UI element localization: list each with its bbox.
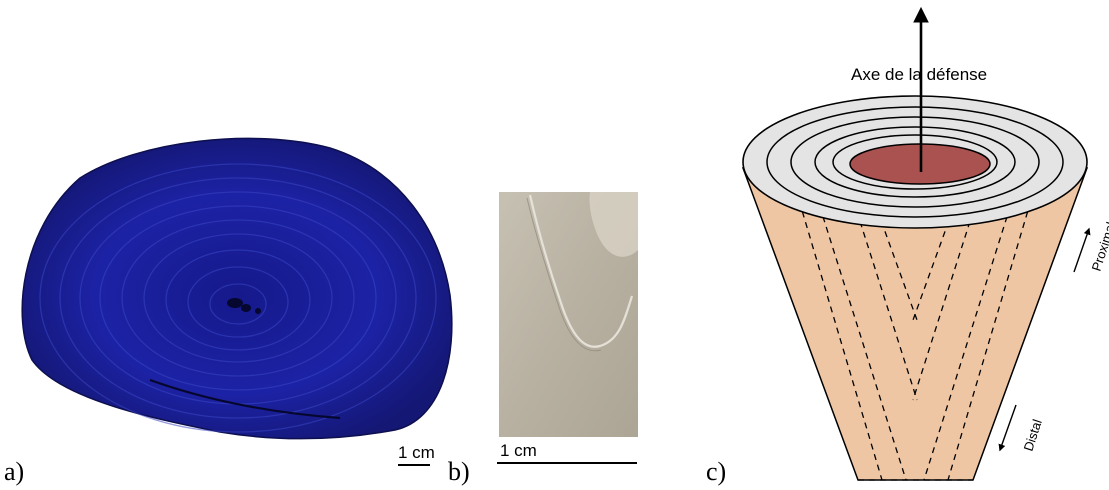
panel-b: 1 cm b) (448, 192, 638, 486)
axis-label: Axe de la défense (851, 65, 987, 84)
section-crack (149, 378, 341, 420)
scale-label-b: 1 cm (500, 441, 537, 460)
proximal-arrow (1073, 227, 1091, 273)
v-growth-line (528, 194, 634, 348)
panel-a: 1 cm a) (4, 137, 453, 486)
distal-label: Distal (1021, 417, 1045, 453)
v-growth-line-shadow (526, 197, 602, 352)
proximal-label: Proximal (1089, 220, 1109, 273)
scale-label-a: 1 cm (398, 443, 435, 462)
photo-light-patch (589, 192, 638, 257)
panel-c: Axe de la défense Proximal Distal c) (706, 6, 1109, 486)
panel-letter-a: a) (4, 457, 24, 486)
nerve-center (227, 298, 261, 314)
distal-arrow (998, 404, 1017, 452)
top-face (742, 95, 1088, 229)
tusk-cross-section (21, 137, 453, 440)
panel-letter-b: b) (448, 457, 470, 486)
growth-rings (39, 163, 437, 433)
panel-letter-c: c) (706, 457, 726, 486)
